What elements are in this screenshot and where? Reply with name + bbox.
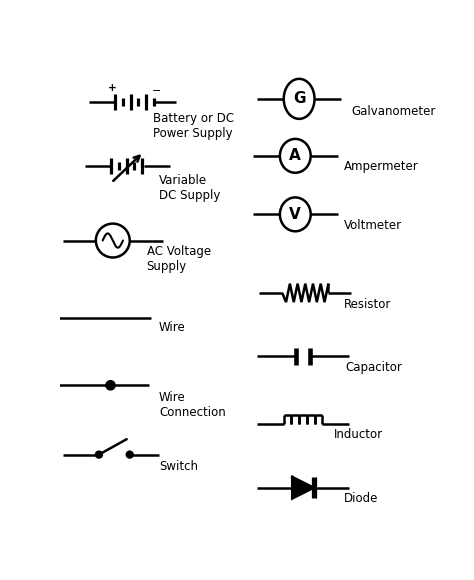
Text: Galvanometer: Galvanometer <box>352 105 436 118</box>
Ellipse shape <box>280 139 310 173</box>
Circle shape <box>126 451 133 458</box>
Text: +: + <box>108 83 117 93</box>
Text: Switch: Switch <box>159 460 198 473</box>
Text: Wire: Wire <box>159 321 186 333</box>
Text: Battery or DC
Power Supply: Battery or DC Power Supply <box>153 112 234 140</box>
Text: V: V <box>290 207 301 222</box>
Text: −: − <box>152 86 161 96</box>
Circle shape <box>106 380 115 390</box>
Text: Resistor: Resistor <box>344 298 391 311</box>
Ellipse shape <box>284 79 315 119</box>
Text: Ampermeter: Ampermeter <box>344 161 419 173</box>
Text: Inductor: Inductor <box>334 429 383 441</box>
Text: Diode: Diode <box>344 492 378 505</box>
Text: AC Voltage
Supply: AC Voltage Supply <box>146 245 211 273</box>
Text: A: A <box>290 148 301 164</box>
Circle shape <box>96 224 130 258</box>
Ellipse shape <box>280 197 310 231</box>
Text: Variable
DC Supply: Variable DC Supply <box>159 173 220 202</box>
Text: Wire
Connection: Wire Connection <box>159 392 226 419</box>
Text: Capacitor: Capacitor <box>346 361 402 374</box>
Text: Voltmeter: Voltmeter <box>344 219 402 232</box>
Circle shape <box>95 451 102 458</box>
Polygon shape <box>292 477 314 498</box>
Text: G: G <box>293 92 305 106</box>
